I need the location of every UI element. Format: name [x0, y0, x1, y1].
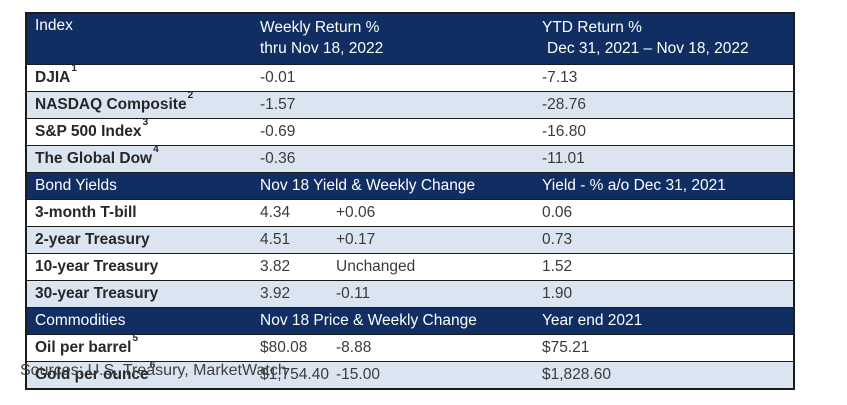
row-2year-treasury: 2-year Treasury 4.51 +0.17 0.73: [27, 226, 793, 253]
row-label: Oil per barrel: [35, 339, 132, 356]
yield-value: 4.34: [260, 204, 291, 221]
ytd-return-value: -11.01: [542, 150, 585, 167]
ytd-return-header-line1: YTD Return %: [542, 19, 642, 36]
weekly-return-value: -0.01: [260, 69, 296, 86]
commodities-col2-header: Nov 18 Price & Weekly Change: [260, 312, 477, 329]
row-sp500-index: S&P 500 Index3 -0.69 -16.80: [27, 116, 793, 145]
weekly-change-value: +0.17: [336, 231, 376, 248]
row-label: NASDAQ Composite: [35, 96, 187, 113]
ytd-return-header-line2: Dec 31, 2021 – Nov 18, 2022: [547, 40, 749, 57]
weekly-change-value: +0.06: [336, 204, 376, 221]
row-nasdaq-composite: NASDAQ Composite2 -1.57 -28.76: [27, 89, 793, 118]
row-label: 30-year Treasury: [35, 285, 159, 302]
yield-value: 3.92: [260, 285, 291, 302]
row-gold-per-ounce: Gold per ounce6 $1,754.40 -15.00 $1,828.6…: [27, 359, 793, 388]
bond-yields-col2-header: Nov 18 Yield & Weekly Change: [260, 177, 476, 194]
weekly-return-header-line1: Weekly Return %: [260, 19, 380, 36]
row-label: 2-year Treasury: [35, 231, 150, 248]
ytd-return-value: -7.13: [542, 69, 578, 86]
row-djia: DJIA1 -0.01 -7.13: [27, 62, 793, 91]
bond-yields-col3-header: Yield - % a/o Dec 31, 2021: [542, 177, 726, 194]
commodities-header-label: Commodities: [35, 312, 126, 329]
weekly-return-header: Weekly Return % thru Nov 18, 2022: [260, 14, 542, 59]
weekly-change-value: Unchanged: [336, 258, 416, 275]
row-label: The Global Dow: [35, 150, 153, 167]
row-10year-treasury: 10-year Treasury 3.82 Unchanged 1.52: [27, 253, 793, 280]
weekly-change-value: -8.88: [336, 339, 372, 356]
yield-value: 3.82: [260, 258, 291, 275]
ytd-return-header: YTD Return % Dec 31, 2021 – Nov 18, 2022: [542, 14, 793, 59]
weekly-return-value: -0.36: [260, 150, 296, 167]
row-label: S&P 500 Index: [35, 123, 142, 140]
row-3month-tbill: 3-month T-bill 4.34 +0.06 0.06: [27, 199, 793, 226]
footnote-marker: 4: [153, 143, 159, 155]
market-data-table: Index Weekly Return % thru Nov 18, 2022 …: [25, 12, 795, 390]
footnote-marker: 1: [71, 62, 77, 74]
yield-yearend-value: 1.90: [542, 285, 573, 302]
weekly-return-header-line2: thru Nov 18, 2022: [260, 40, 384, 57]
yield-yearend-value: 0.06: [542, 204, 573, 221]
row-30year-treasury: 30-year Treasury 3.92 -0.11 1.90: [27, 280, 793, 307]
weekly-return-value: -1.57: [260, 96, 296, 113]
footnote-marker: 3: [142, 116, 149, 128]
weekly-change-value: -0.11: [336, 285, 371, 302]
row-global-dow: The Global Dow4 -0.36 -11.01: [27, 143, 793, 172]
commodities-section-header-row: Commodities Nov 18 Price & Weekly Change…: [27, 307, 793, 334]
sources-note: Sources: U.S. Treasury, MarketWatch: [20, 362, 287, 379]
index-header-label: Index: [35, 17, 73, 34]
commodities-col3-header: Year end 2021: [542, 312, 643, 329]
ytd-return-value: -28.76: [542, 96, 586, 113]
row-label: 10-year Treasury: [35, 258, 159, 275]
yield-yearend-value: 0.73: [542, 231, 573, 248]
footnote-marker: 2: [187, 89, 194, 101]
yearend-price-value: $75.21: [542, 339, 590, 356]
ytd-return-value: -16.80: [542, 123, 586, 140]
row-label: 3-month T-bill: [35, 204, 137, 221]
weekly-change-value: -15.00: [336, 366, 380, 383]
bond-yields-header-label: Bond Yields: [35, 177, 117, 194]
bond-yields-section-header-row: Bond Yields Nov 18 Yield & Weekly Change…: [27, 172, 793, 199]
index-section-header-row: Index Weekly Return % thru Nov 18, 2022 …: [27, 14, 793, 64]
footnote-marker: 6: [149, 359, 156, 371]
price-value: $80.08: [260, 339, 308, 356]
row-oil-per-barrel: Oil per barrel5 $80.08 -8.88 $75.21: [27, 332, 793, 361]
row-label: DJIA: [35, 69, 71, 86]
weekly-return-value: -0.69: [260, 123, 296, 140]
yield-yearend-value: 1.52: [542, 258, 573, 275]
yield-value: 4.51: [260, 231, 291, 248]
yearend-price-value: $1,828.60: [542, 366, 611, 383]
footnote-marker: 5: [132, 332, 139, 344]
price-value: $1,754.40: [260, 366, 329, 383]
row-label: Gold per ounce: [35, 366, 149, 383]
